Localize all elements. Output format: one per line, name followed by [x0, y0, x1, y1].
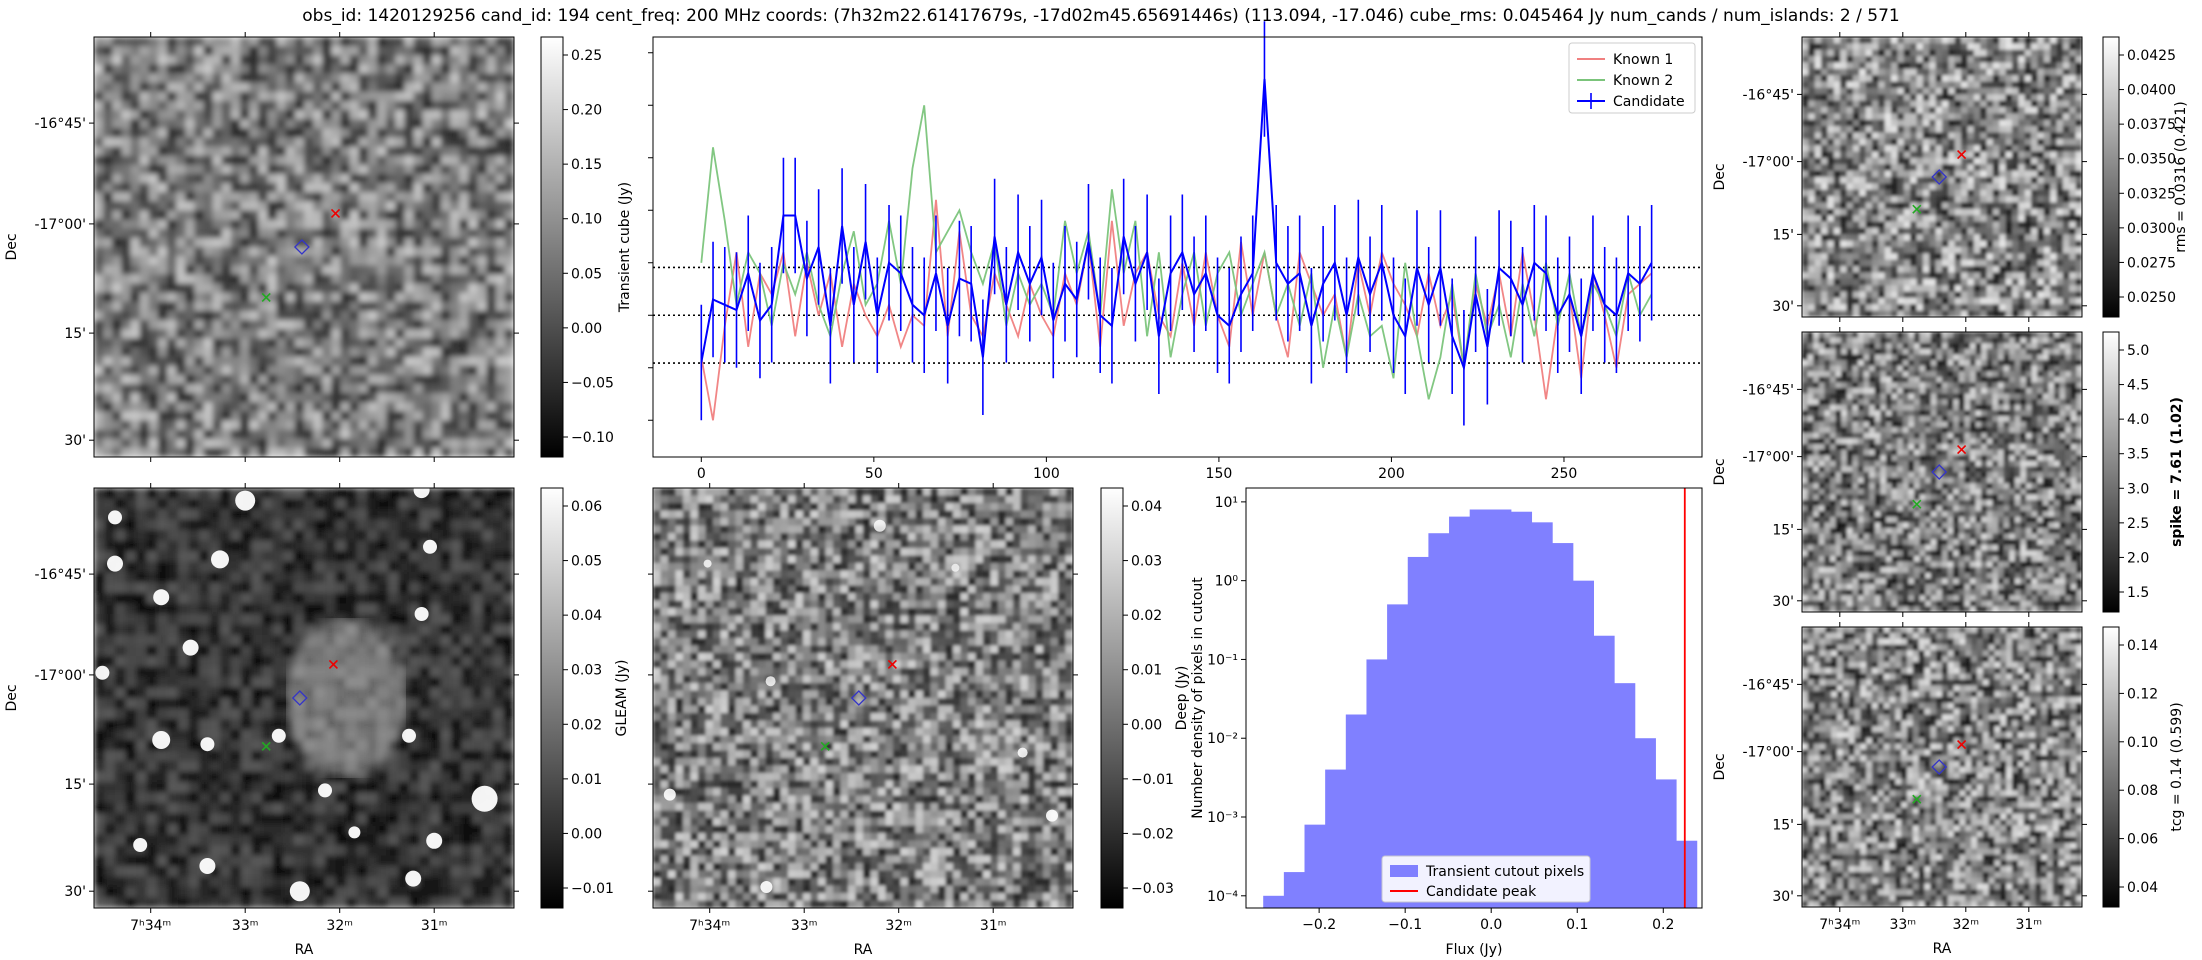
figure-title: obs_id: 1420129256 cand_id: 194 cent_fre… [302, 6, 1900, 26]
